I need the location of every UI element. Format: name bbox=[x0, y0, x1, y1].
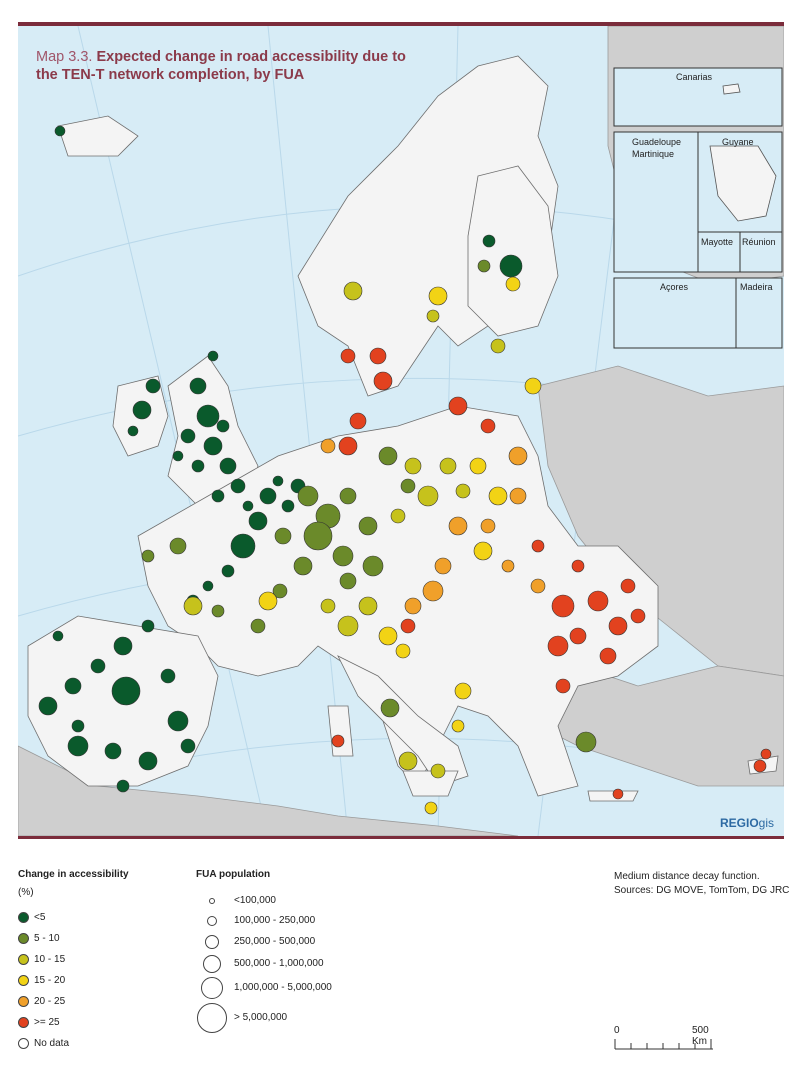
population-circle-icon bbox=[197, 1003, 227, 1033]
map-notes: Medium distance decay function. Sources:… bbox=[614, 870, 789, 898]
legend-change-item: 5 - 10 bbox=[18, 928, 129, 949]
legend-change-item: 15 - 20 bbox=[18, 970, 129, 991]
population-circle-icon bbox=[209, 898, 215, 904]
legend-population-label: > 5,000,000 bbox=[234, 1012, 288, 1023]
inset-label-guyane: Guyane bbox=[722, 137, 754, 147]
inset-label-mayotte: Mayotte bbox=[701, 237, 734, 247]
map-title-prefix: Map 3.3. bbox=[36, 49, 93, 65]
legend-swatch bbox=[18, 933, 29, 944]
legend-population-label: 100,000 - 250,000 bbox=[234, 915, 316, 926]
legend-swatch bbox=[18, 1017, 29, 1028]
legend-swatch bbox=[18, 996, 29, 1007]
legend-population-swatch bbox=[196, 977, 228, 999]
population-circle-icon bbox=[207, 916, 217, 926]
legend-change-label: 10 - 15 bbox=[34, 953, 66, 965]
legend-population-item: <100,000 bbox=[196, 891, 332, 911]
inset-label-madeira: Madeira bbox=[740, 282, 773, 292]
inset-label-guadeloupe: Guadeloupe bbox=[632, 137, 682, 147]
legend-change-label: No data bbox=[34, 1037, 70, 1049]
legend-change-label: >= 25 bbox=[34, 1016, 60, 1028]
scale-ruler bbox=[614, 1039, 713, 1050]
legend-population-swatch bbox=[196, 934, 228, 949]
europe-map bbox=[18, 26, 784, 836]
population-circle-icon bbox=[205, 934, 219, 949]
legend-swatch bbox=[18, 1038, 29, 1049]
legend-population-label: 500,000 - 1,000,000 bbox=[234, 957, 324, 969]
legend-population-label: 1,000,000 - 5,000,000 bbox=[234, 982, 332, 993]
legend-population-swatch bbox=[196, 898, 228, 904]
map-title-main: Expected change in road accessibility du… bbox=[36, 49, 406, 83]
legend-swatch bbox=[18, 975, 29, 986]
regiogis-logo-bold: REGIO bbox=[720, 816, 759, 830]
regiogis-logo: REGIOgis bbox=[720, 816, 774, 830]
legend-change-title: Change in accessibility bbox=[18, 869, 129, 880]
legend-population-item: > 5,000,000 bbox=[196, 1001, 332, 1035]
legend-change-item: 10 - 15 bbox=[18, 949, 129, 970]
legend-swatch bbox=[18, 912, 29, 923]
legend-population-swatch bbox=[196, 916, 228, 926]
legend-change-item: <5 bbox=[18, 907, 129, 928]
population-circle-icon bbox=[201, 977, 223, 999]
legend-change-label: 15 - 20 bbox=[34, 974, 66, 986]
legend-population-label: <100,000 bbox=[234, 895, 276, 906]
map-frame bbox=[18, 26, 784, 836]
scale-start: 0 bbox=[614, 1025, 620, 1036]
inset-label-reunion: Réunion bbox=[742, 237, 776, 247]
note-decay: Medium distance decay function. bbox=[614, 871, 760, 882]
inset-land bbox=[709, 83, 777, 222]
inset-label-acores: Açores bbox=[660, 282, 689, 292]
legend-population-item: 500,000 - 1,000,000 bbox=[196, 952, 332, 975]
legend-population-item: 100,000 - 250,000 bbox=[196, 911, 332, 931]
legend-population-label: 250,000 - 500,000 bbox=[234, 935, 316, 947]
scale-end: 500 Km bbox=[692, 1025, 709, 1047]
legend-population-items: <100,000 100,000 - 250,000 250,000 - 500,0… bbox=[196, 891, 332, 1035]
legend-change-label: <5 bbox=[34, 911, 46, 923]
legend-swatch bbox=[18, 954, 29, 965]
legend-change-label: 20 - 25 bbox=[34, 995, 66, 1007]
legend-population-item: 250,000 - 500,000 bbox=[196, 931, 332, 952]
legend-change-item: No data bbox=[18, 1033, 129, 1054]
legend-change-items: <5 5 - 10 10 - 15 15 - 20 20 - 25 >= 25 No dat… bbox=[18, 907, 129, 1054]
legend-population: FUA population <100,000 100,000 - 250,000… bbox=[196, 869, 332, 1035]
legend-population-item: 1,000,000 - 5,000,000 bbox=[196, 975, 332, 1001]
top-border bbox=[18, 22, 784, 26]
population-circle-icon bbox=[203, 954, 221, 973]
inset-label-canarias: Canarias bbox=[676, 72, 713, 82]
legend-change-item: >= 25 bbox=[18, 1012, 129, 1033]
legend-change-unit: (%) bbox=[18, 887, 34, 898]
note-sources: Sources: DG MOVE, TomTom, DG JRC bbox=[614, 885, 790, 896]
map-bottom-border bbox=[18, 836, 784, 839]
map-title: Map 3.3. Expected change in road accessi… bbox=[36, 48, 416, 84]
legend-population-title: FUA population bbox=[196, 869, 271, 880]
legend-population-swatch bbox=[196, 954, 228, 973]
legend-change: Change in accessibility (%) <5 5 - 10 10 -… bbox=[18, 869, 129, 1054]
legend-change-label: 5 - 10 bbox=[34, 932, 60, 944]
scale-bar: 0 500 Km bbox=[614, 1025, 714, 1054]
regiogis-logo-light: gis bbox=[758, 816, 775, 830]
inset-label-martinique: Martinique bbox=[632, 149, 675, 159]
legend-population-swatch bbox=[196, 1003, 228, 1033]
legend-change-item: 20 - 25 bbox=[18, 991, 129, 1012]
